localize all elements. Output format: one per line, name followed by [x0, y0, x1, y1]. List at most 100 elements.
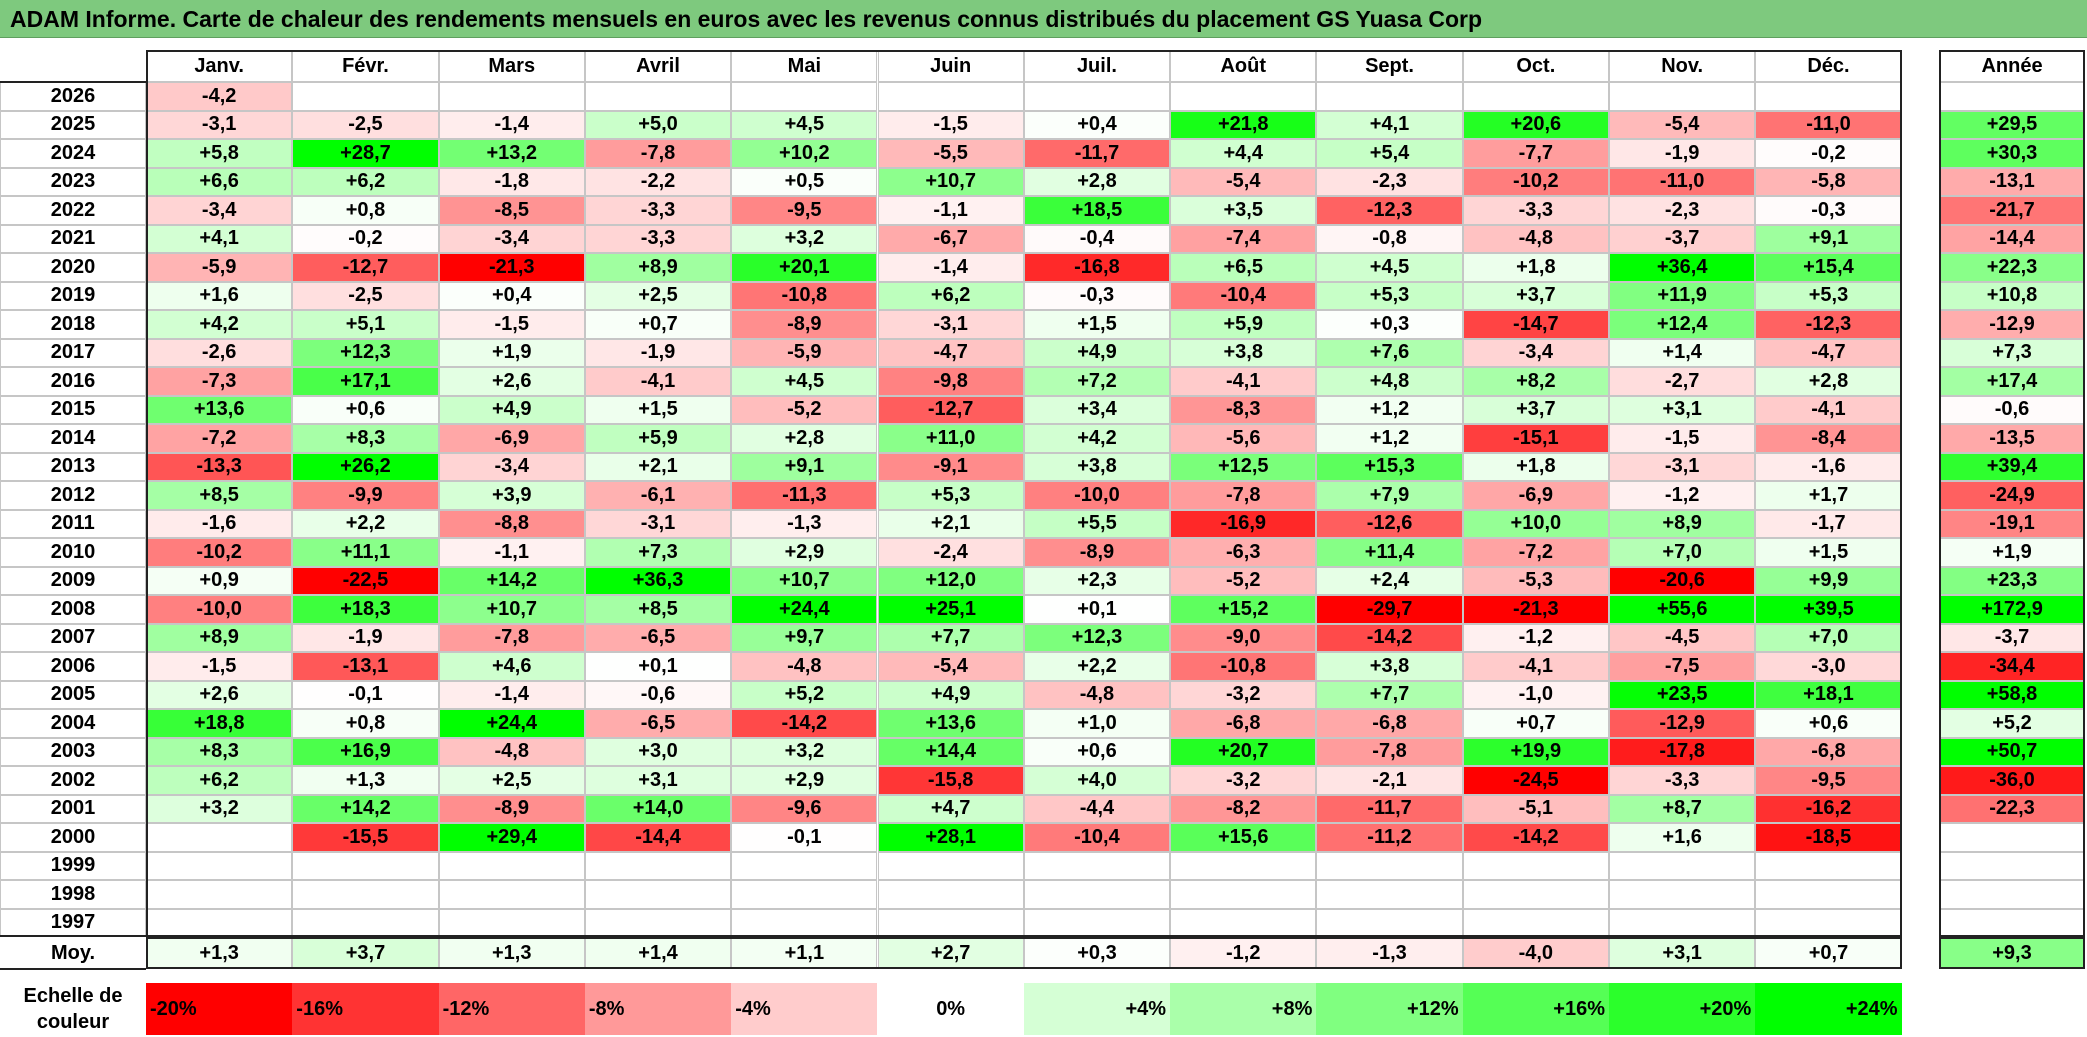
heatmap-cell [292, 851, 439, 880]
heatmap-cell: -4,1 [1755, 395, 1902, 424]
heatmap-cell: +4,9 [438, 395, 585, 424]
heatmap-cell: +12,0 [877, 566, 1024, 595]
heatmap-cell: -1,9 [1609, 139, 1756, 168]
heatmap-cell: -4,4 [1023, 794, 1171, 823]
heatmap-cell: +9,9 [1755, 566, 1902, 595]
heatmap-cell [877, 82, 1024, 111]
heatmap-cell: +16,9 [292, 737, 439, 766]
heatmap-cell: +20,1 [731, 253, 878, 282]
heatmap-cell: +5,5 [1023, 509, 1171, 538]
heatmap-cell: +1,6 [1609, 823, 1756, 852]
annual-cell [1939, 823, 2085, 852]
annual-cell: -22,3 [1939, 794, 2085, 823]
year-label: 2012 [0, 481, 146, 510]
heatmap-cell: -5,4 [1170, 167, 1317, 196]
heatmap-cell: -12,7 [292, 253, 439, 282]
heatmap-cell: -2,5 [292, 281, 439, 310]
heatmap-cell: -29,7 [1316, 595, 1463, 624]
annual-cell: +39,4 [1939, 452, 2085, 481]
heatmap-cell: +8,9 [584, 253, 732, 282]
heatmap-cell: -7,2 [1462, 538, 1609, 567]
month-header: Oct. [1462, 50, 1609, 82]
heatmap-cell [731, 880, 878, 909]
year-label: 2008 [0, 595, 146, 624]
heatmap-cell: +10,0 [1462, 509, 1609, 538]
heatmap-cell: +36,4 [1609, 253, 1756, 282]
heatmap-cell: +1,4 [1609, 338, 1756, 367]
heatmap-cell: -10,8 [1170, 652, 1317, 681]
heatmap-cell: +0,9 [146, 566, 293, 595]
heatmap-cell: -16,9 [1170, 509, 1317, 538]
month-header: Nov. [1609, 50, 1756, 82]
heatmap-cell: -6,8 [1170, 709, 1317, 738]
heatmap-cell: -12,6 [1316, 509, 1463, 538]
heatmap-cell: +0,8 [292, 709, 439, 738]
heatmap-cell: +0,4 [1023, 110, 1171, 139]
heatmap-cell: +8,2 [1462, 367, 1609, 396]
heatmap-cell: -16,2 [1755, 794, 1902, 823]
heatmap-cell [877, 880, 1024, 909]
heatmap-cell: +12,3 [292, 338, 439, 367]
heatmap-cell: +18,3 [292, 595, 439, 624]
month-header: Mars [438, 50, 585, 82]
heatmap-cell: -1,1 [438, 538, 585, 567]
annual-cell: +172,9 [1939, 595, 2085, 624]
heatmap-cell: +8,3 [146, 737, 293, 766]
heatmap-cell: -5,2 [731, 395, 878, 424]
heatmap-cell: +11,4 [1316, 538, 1463, 567]
heatmap-cell [1316, 82, 1463, 111]
heatmap-cell: -8,4 [1755, 424, 1902, 453]
color-scale-step: -20% [146, 983, 293, 1035]
heatmap-cell: -9,8 [877, 367, 1024, 396]
heatmap-cell: -4,8 [438, 737, 585, 766]
heatmap-cell: +6,2 [146, 766, 293, 795]
color-scale-step: +24% [1755, 983, 1902, 1035]
heatmap-cell: +1,0 [1023, 709, 1171, 738]
average-cell: -4,0 [1462, 937, 1609, 969]
heatmap-cell: +21,8 [1170, 110, 1317, 139]
heatmap-cell: +1,5 [1755, 538, 1902, 567]
heatmap-cell: +11,0 [877, 424, 1024, 453]
color-scale-step: -8% [584, 983, 732, 1035]
heatmap-cell: +17,1 [292, 367, 439, 396]
heatmap-cell: -2,5 [292, 110, 439, 139]
heatmap-cell: +39,5 [1755, 595, 1902, 624]
heatmap-cell [1023, 908, 1171, 937]
heatmap-cell: -1,4 [438, 680, 585, 709]
heatmap-cell: +11,9 [1609, 281, 1756, 310]
color-scale-step: -4% [731, 983, 878, 1035]
heatmap-cell [1316, 908, 1463, 937]
heatmap-cell: +8,3 [292, 424, 439, 453]
heatmap-cell: -14,2 [1316, 623, 1463, 652]
heatmap-cell: +5,4 [1316, 139, 1463, 168]
year-label: 2007 [0, 623, 146, 652]
heatmap-cell: +10,2 [731, 139, 878, 168]
heatmap-cell: -4,5 [1609, 623, 1756, 652]
heatmap-cell [1462, 851, 1609, 880]
heatmap-cell: +4,5 [731, 367, 878, 396]
heatmap-cell: +2,8 [731, 424, 878, 453]
heatmap-cell [1170, 851, 1317, 880]
heatmap-cell [438, 82, 585, 111]
heatmap-cell: +4,1 [146, 224, 293, 253]
year-label: 2016 [0, 367, 146, 396]
heatmap-cell: -7,2 [146, 424, 293, 453]
heatmap-cell: +9,1 [731, 452, 878, 481]
heatmap-cell: +7,9 [1316, 481, 1463, 510]
heatmap-cell [1170, 908, 1317, 937]
heatmap-cell: -0,8 [1316, 224, 1463, 253]
annual-cell [1939, 851, 2085, 880]
heatmap-cell: -1,0 [1462, 680, 1609, 709]
heatmap-cell: -22,5 [292, 566, 439, 595]
heatmap-cell: +10,7 [438, 595, 585, 624]
average-cell: +3,7 [292, 937, 439, 969]
heatmap-cell: -11,0 [1755, 110, 1902, 139]
heatmap-cell: -0,4 [1023, 224, 1171, 253]
year-label: 2023 [0, 167, 146, 196]
heatmap-cell: +8,9 [146, 623, 293, 652]
heatmap-cell: -2,3 [1316, 167, 1463, 196]
heatmap-cell: -12,9 [1609, 709, 1756, 738]
heatmap-cell: -8,9 [438, 794, 585, 823]
average-annual-cell: +9,3 [1939, 937, 2085, 969]
heatmap-cell: +5,1 [292, 310, 439, 339]
